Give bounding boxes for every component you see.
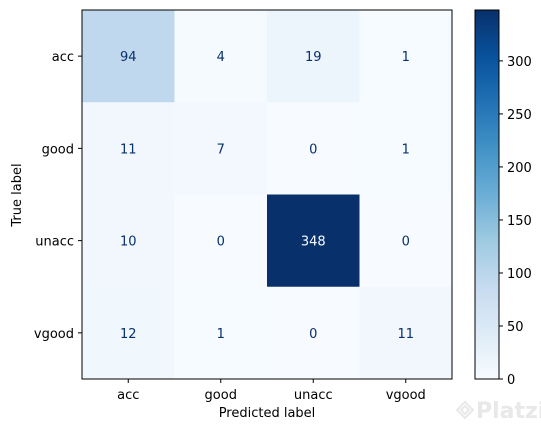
cell-value-label: 0 bbox=[309, 142, 317, 157]
cell-value-label: 1 bbox=[402, 50, 410, 65]
heatmap-cell bbox=[82, 102, 175, 195]
heatmap-cell bbox=[267, 286, 360, 380]
heatmap-cell bbox=[267, 102, 360, 195]
heatmap-cell bbox=[359, 10, 453, 103]
heatmap-cell bbox=[174, 102, 268, 195]
y-tick-label: good bbox=[42, 142, 74, 157]
watermark-text: Platzi bbox=[476, 399, 541, 424]
cell-value-label: 1 bbox=[402, 142, 410, 157]
y-tick-label: vgood bbox=[34, 327, 74, 342]
cell-value-label: 0 bbox=[217, 235, 225, 250]
heatmap-cell-values: 94 4 19 111 7 0 110 0 348 012 1 0 11 bbox=[120, 50, 414, 342]
cell-value-label: 4 bbox=[217, 50, 225, 65]
y-axis-ticks: acc good unacc vgood bbox=[34, 50, 82, 342]
cell-value-label: 0 bbox=[402, 235, 410, 250]
heatmap-cells bbox=[82, 10, 453, 380]
x-axis-ticks: acc good unacc vgood bbox=[117, 379, 426, 403]
heatmap-cell bbox=[174, 194, 268, 288]
colorbar-tick-label: 0 bbox=[507, 373, 515, 388]
heatmap-cell bbox=[82, 286, 175, 380]
plot-frame bbox=[81, 9, 453, 380]
heatmap-cell bbox=[82, 10, 175, 103]
heatmap-cell bbox=[267, 10, 360, 103]
colorbar-tick-label: 200 bbox=[507, 161, 532, 176]
cell-value-label: 12 bbox=[120, 327, 137, 342]
heatmap-cell bbox=[174, 10, 268, 103]
colorbar bbox=[474, 9, 500, 380]
colorbar-tick-label: 250 bbox=[507, 108, 532, 123]
x-tick-label: good bbox=[205, 388, 237, 403]
colorbar-ticks: 0 50 100 150 200 250 300 bbox=[499, 55, 532, 388]
colorbar-tick-label: 300 bbox=[507, 55, 532, 70]
colorbar-tick-label: 150 bbox=[507, 214, 532, 229]
y-tick-label: acc bbox=[52, 50, 74, 65]
y-axis-label: True label bbox=[10, 163, 25, 227]
heatmap-cell bbox=[359, 194, 453, 288]
heatmap-cell bbox=[174, 286, 268, 380]
watermark-logo: Platzi bbox=[455, 399, 541, 424]
platzi-logo-icon bbox=[455, 400, 475, 420]
heatmap-cell bbox=[359, 102, 453, 195]
x-axis-label: Predicted label bbox=[219, 406, 316, 421]
cell-value-label: 348 bbox=[301, 235, 326, 250]
y-tick-label: unacc bbox=[35, 235, 74, 250]
x-tick-label: vgood bbox=[386, 388, 426, 403]
x-tick-label: acc bbox=[117, 388, 139, 403]
cell-value-label: 0 bbox=[309, 327, 317, 342]
cell-value-label: 11 bbox=[397, 327, 414, 342]
colorbar-tick-label: 100 bbox=[507, 267, 532, 282]
cell-value-label: 10 bbox=[120, 235, 137, 250]
cell-value-label: 1 bbox=[217, 327, 225, 342]
heatmap-cell bbox=[82, 194, 175, 288]
cell-value-label: 7 bbox=[217, 142, 225, 157]
cell-value-label: 94 bbox=[120, 50, 137, 65]
cell-value-label: 19 bbox=[305, 50, 322, 65]
x-tick-label: unacc bbox=[294, 388, 333, 403]
cell-value-label: 11 bbox=[120, 142, 137, 157]
colorbar-tick-label: 50 bbox=[507, 320, 524, 335]
heatmap-cell bbox=[359, 286, 453, 380]
heatmap-cell bbox=[267, 194, 360, 288]
